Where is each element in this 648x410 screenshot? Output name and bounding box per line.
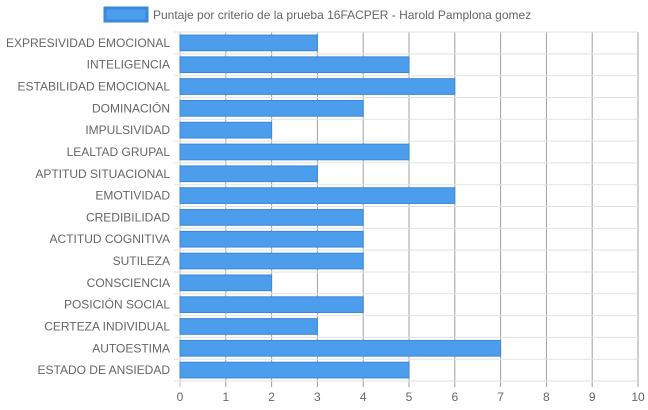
category-label-5: LEALTAD GRUPAL xyxy=(67,145,171,159)
category-label-4: IMPULSIVIDAD xyxy=(85,123,170,137)
x-tick-label-0: 0 xyxy=(177,390,184,404)
category-label-9: ACTITUD COGNITIVA xyxy=(50,232,170,246)
bar-0[interactable] xyxy=(179,34,318,52)
category-label-10: SUTILEZA xyxy=(113,254,170,268)
x-tick-label-1: 1 xyxy=(222,390,229,404)
bar-5[interactable] xyxy=(179,143,410,161)
category-label-13: CERTEZA INDIVIDUAL xyxy=(44,319,170,333)
x-tick-label-10: 10 xyxy=(631,390,645,404)
bar-9[interactable] xyxy=(179,230,364,248)
legend[interactable]: Puntaje por criterio de la prueba 16FACP… xyxy=(103,6,531,23)
category-label-6: APTITUD SITUACIONAL xyxy=(35,167,170,181)
category-label-11: CONSCIENCIA xyxy=(87,276,170,290)
legend-label: Puntaje por criterio de la prueba 16FACP… xyxy=(153,8,531,22)
bar-14[interactable] xyxy=(179,339,502,357)
bar-7[interactable] xyxy=(179,187,456,204)
bar-6[interactable] xyxy=(179,165,318,183)
x-tick-label-9: 9 xyxy=(589,390,596,404)
category-label-3: DOMINACIÓN xyxy=(92,100,170,115)
category-labels: EXPRESIVIDAD EMOCIONAL INTELIGENCIA ESTABI… xyxy=(6,36,170,377)
bar-15[interactable] xyxy=(179,361,410,379)
category-label-1: INTELIGENCIA xyxy=(87,58,170,72)
category-label-0: EXPRESIVIDAD EMOCIONAL xyxy=(6,36,170,50)
category-label-14: AUTOESTIMA xyxy=(92,341,170,355)
bar-11[interactable] xyxy=(179,274,273,292)
category-label-12: POSICIÓN SOCIAL xyxy=(64,297,170,312)
x-tick-label-7: 7 xyxy=(497,390,504,404)
bar-12[interactable] xyxy=(179,296,364,314)
x-tick-label-2: 2 xyxy=(268,390,275,404)
legend-swatch xyxy=(103,6,149,23)
bar-10[interactable] xyxy=(179,252,364,270)
bars xyxy=(179,34,502,379)
x-tick-label-5: 5 xyxy=(406,390,413,404)
bar-2[interactable] xyxy=(179,78,456,95)
bar-8[interactable] xyxy=(179,209,364,226)
category-label-15: ESTADO DE ANSIEDAD xyxy=(38,363,171,377)
bar-13[interactable] xyxy=(179,318,318,335)
x-tick-label-4: 4 xyxy=(360,390,367,404)
bar-3[interactable] xyxy=(179,99,364,117)
category-label-2: ESTABILIDAD EMOCIONAL xyxy=(18,80,171,94)
x-tick-label-6: 6 xyxy=(451,390,458,404)
x-tick-labels: 0 1 2 3 4 5 6 7 8 9 10 xyxy=(177,390,645,404)
category-label-8: CREDIBILIDAD xyxy=(86,210,170,224)
bar-1[interactable] xyxy=(179,56,410,74)
x-tick-label-3: 3 xyxy=(314,390,321,404)
bar-4[interactable] xyxy=(179,121,273,139)
x-tick-label-8: 8 xyxy=(543,390,550,404)
category-label-7: EMOTIVIDAD xyxy=(95,189,170,203)
